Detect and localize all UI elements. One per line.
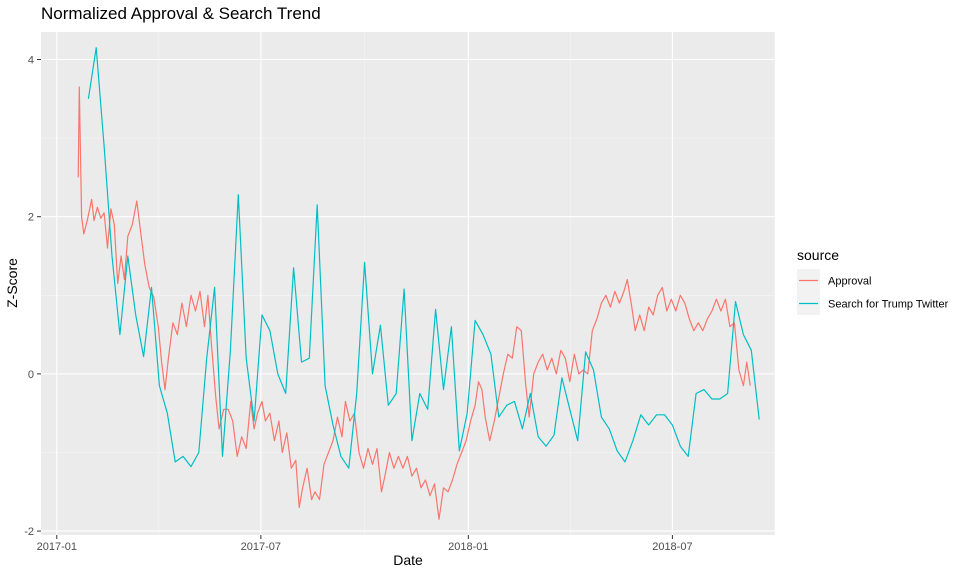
x-tick-label: 2018-01: [448, 541, 488, 553]
legend: source Approval Search for Trump Twitter: [797, 247, 949, 315]
y-tick-label: 4: [28, 55, 34, 67]
tick-labels: -2 0 2 4 2017-01 2017-07 2018-01 2018-07: [24, 55, 692, 553]
x-axis-title: Date: [393, 552, 423, 568]
legend-title: source: [797, 247, 839, 263]
chart-title: Normalized Approval & Search Trend: [41, 4, 321, 23]
x-tick-label: 2017-07: [241, 541, 281, 553]
y-axis-title: Z-Score: [4, 258, 20, 308]
legend-label-search-for-trump-twitter: Search for Trump Twitter: [828, 299, 949, 311]
x-tick-label: 2018-07: [652, 541, 692, 553]
y-tick-label: 0: [28, 369, 34, 381]
minor-grid: [41, 32, 775, 535]
legend-label-approval: Approval: [828, 276, 871, 288]
y-tick-label: 2: [28, 212, 34, 224]
series-layer: [77, 47, 760, 520]
y-tick-label: -2: [24, 526, 34, 538]
axis-ticks: [37, 59, 673, 539]
series-line-search-for-trump-twitter: [87, 47, 760, 469]
series-line-approval: [77, 86, 751, 520]
plot-panel: [41, 32, 775, 535]
x-tick-label: 2017-01: [37, 541, 77, 553]
